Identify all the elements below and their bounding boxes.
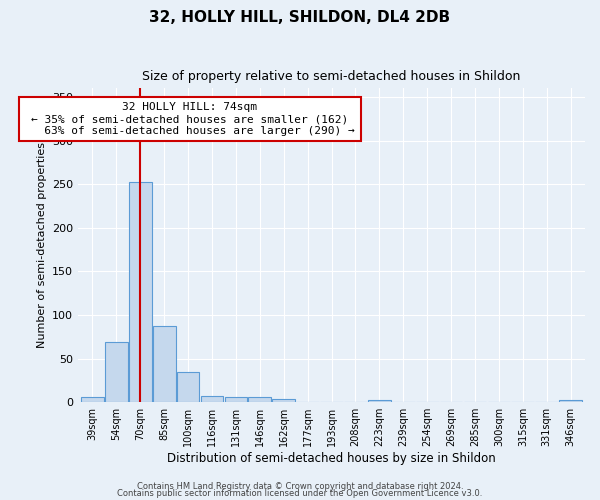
Bar bbox=[81, 397, 104, 402]
Bar bbox=[105, 342, 128, 402]
Bar bbox=[559, 400, 582, 402]
Bar bbox=[224, 397, 247, 402]
Title: Size of property relative to semi-detached houses in Shildon: Size of property relative to semi-detach… bbox=[142, 70, 521, 83]
Text: 32 HOLLY HILL: 74sqm
← 35% of semi-detached houses are smaller (162)
   63% of s: 32 HOLLY HILL: 74sqm ← 35% of semi-detac… bbox=[24, 102, 355, 136]
Text: Contains public sector information licensed under the Open Government Licence v3: Contains public sector information licen… bbox=[118, 490, 482, 498]
Bar bbox=[272, 398, 295, 402]
Bar bbox=[129, 182, 152, 402]
Bar bbox=[177, 372, 199, 402]
Y-axis label: Number of semi-detached properties: Number of semi-detached properties bbox=[37, 142, 47, 348]
X-axis label: Distribution of semi-detached houses by size in Shildon: Distribution of semi-detached houses by … bbox=[167, 452, 496, 465]
Text: Contains HM Land Registry data © Crown copyright and database right 2024.: Contains HM Land Registry data © Crown c… bbox=[137, 482, 463, 491]
Bar bbox=[368, 400, 391, 402]
Bar bbox=[248, 397, 271, 402]
Text: 32, HOLLY HILL, SHILDON, DL4 2DB: 32, HOLLY HILL, SHILDON, DL4 2DB bbox=[149, 10, 451, 25]
Bar bbox=[200, 396, 223, 402]
Bar bbox=[153, 326, 176, 402]
